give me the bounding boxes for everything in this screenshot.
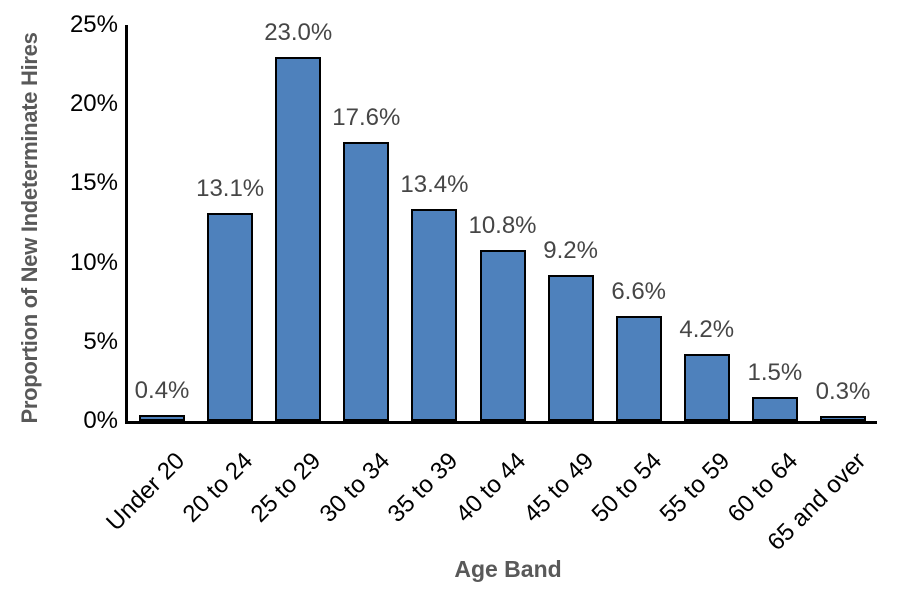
x-tick-label: 50 to 54	[586, 447, 668, 528]
bar-45-to-49	[547, 275, 594, 421]
bar-25-to-29	[275, 56, 322, 421]
data-label: 17.6%	[332, 104, 401, 132]
data-label: 13.4%	[400, 170, 469, 198]
data-label: 10.8%	[468, 211, 537, 239]
x-tick-label: 20 to 24	[178, 447, 259, 528]
data-label: 23.0%	[264, 18, 333, 46]
bar-65-and-over	[819, 416, 866, 421]
data-label: 0.3%	[815, 378, 871, 405]
data-label: 0.4%	[134, 376, 190, 404]
data-label: 1.5%	[747, 359, 803, 387]
x-tick-label: 40 to 44	[450, 447, 531, 528]
bar-35-to-39	[411, 208, 458, 421]
y-tick-label: 15%	[69, 169, 118, 197]
x-tick-label: 30 to 34	[314, 447, 395, 528]
bar-30-to-34	[343, 142, 390, 421]
bar-55-to-59	[683, 354, 730, 421]
x-axis-line	[125, 421, 877, 424]
x-tick-label: 35 to 39	[382, 447, 463, 528]
y-tick-label: 20%	[69, 90, 118, 118]
bar-20-to-24	[207, 213, 254, 421]
bar-60-to-64	[751, 397, 798, 421]
bar-under-20	[139, 414, 186, 421]
x-axis-title: Age Band	[454, 556, 562, 582]
y-tick-label: 25%	[69, 11, 118, 38]
data-label: 13.1%	[196, 175, 265, 203]
y-tick-label: 5%	[83, 327, 118, 355]
data-label: 9.2%	[543, 237, 598, 265]
x-tick-label: 45 to 49	[518, 447, 599, 528]
x-tick-label: 25 to 29	[246, 447, 327, 528]
bar-40-to-44	[479, 249, 526, 421]
data-label: 4.2%	[679, 316, 735, 344]
x-tick-label: Under 20	[101, 447, 191, 537]
data-label: 6.6%	[611, 278, 667, 306]
bar-50-to-54	[615, 316, 662, 421]
y-axis-line	[125, 25, 128, 424]
y-tick-label: 10%	[69, 248, 118, 276]
x-tick-label: 55 to 59	[654, 447, 736, 528]
y-tick-label: 0%	[83, 407, 118, 434]
